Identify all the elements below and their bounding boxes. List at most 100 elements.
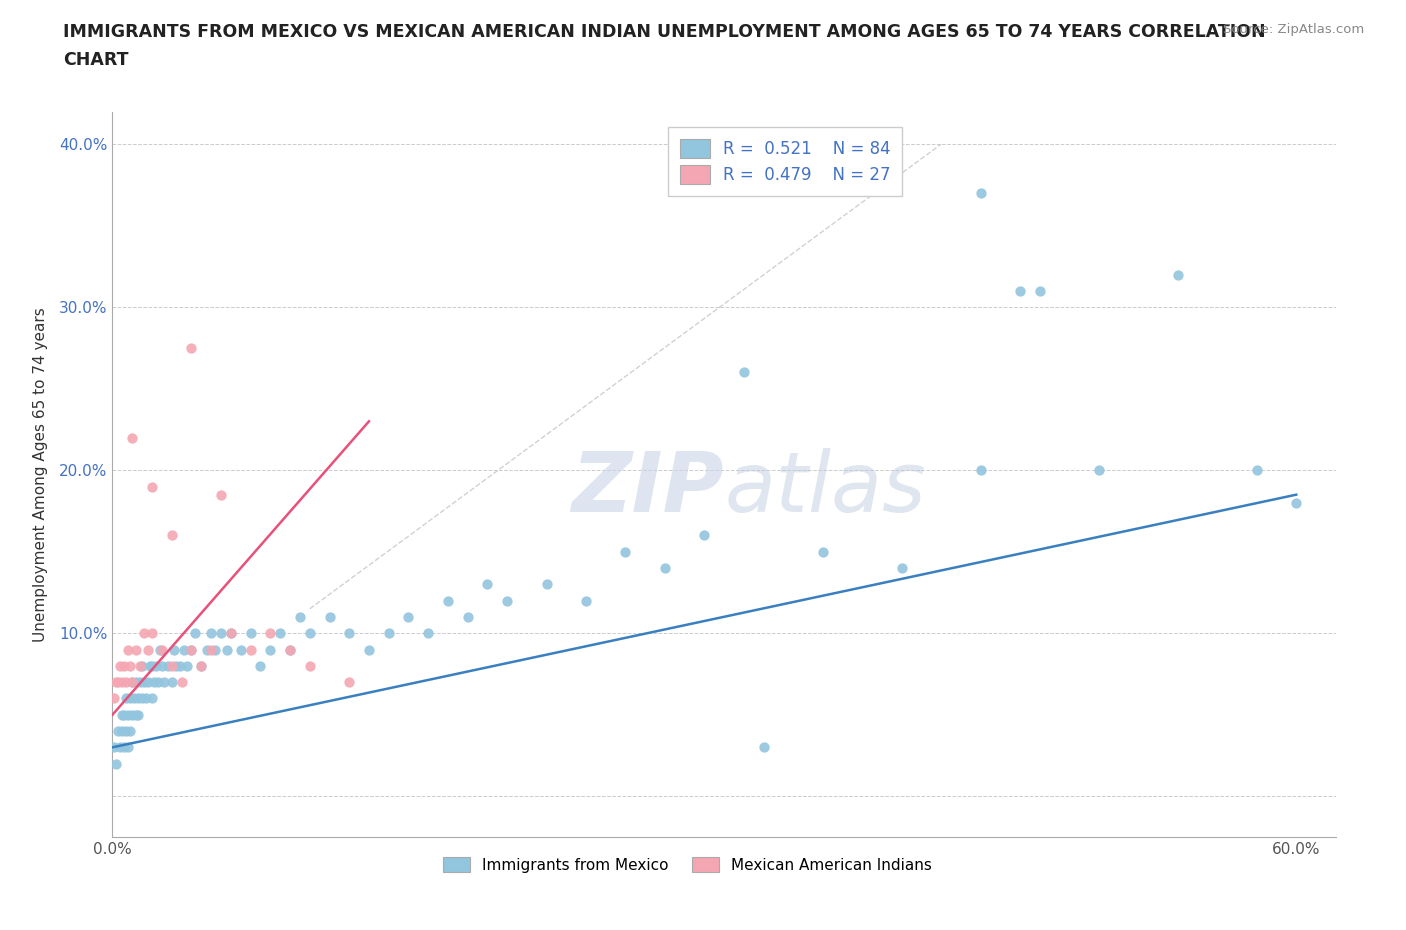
Point: [111, 674, 134, 689]
Point: [111, 708, 134, 723]
Point: [496, 593, 519, 608]
Point: [298, 658, 321, 673]
Point: [173, 642, 195, 657]
Point: [811, 544, 834, 559]
Point: [152, 674, 174, 689]
Point: [125, 642, 148, 657]
Point: [105, 756, 128, 771]
Point: [150, 658, 173, 673]
Point: [170, 674, 193, 689]
Point: [105, 674, 128, 689]
Point: [195, 642, 218, 657]
Point: [117, 642, 139, 657]
Point: [146, 674, 169, 689]
Point: [733, 365, 755, 379]
Point: [1088, 463, 1111, 478]
Point: [477, 577, 499, 591]
Point: [457, 609, 479, 624]
Point: [121, 674, 143, 689]
Point: [136, 642, 159, 657]
Point: [180, 642, 202, 657]
Point: [337, 626, 360, 641]
Point: [115, 674, 138, 689]
Point: [117, 708, 139, 723]
Point: [111, 724, 134, 738]
Point: [129, 674, 152, 689]
Point: [180, 642, 202, 657]
Point: [132, 626, 155, 641]
Point: [180, 340, 202, 355]
Point: [288, 609, 311, 624]
Point: [418, 626, 440, 641]
Point: [1167, 267, 1189, 282]
Point: [278, 642, 301, 657]
Y-axis label: Unemployment Among Ages 65 to 74 years: Unemployment Among Ages 65 to 74 years: [32, 307, 48, 642]
Point: [536, 577, 558, 591]
Point: [169, 658, 191, 673]
Point: [204, 642, 226, 657]
Point: [135, 691, 157, 706]
Point: [120, 724, 142, 738]
Point: [219, 626, 242, 641]
Point: [1246, 463, 1268, 478]
Point: [209, 487, 232, 502]
Point: [190, 658, 212, 673]
Point: [259, 626, 281, 641]
Point: [160, 658, 183, 673]
Text: Source: ZipAtlas.com: Source: ZipAtlas.com: [1223, 23, 1364, 36]
Point: [120, 691, 142, 706]
Point: [129, 658, 152, 673]
Point: [176, 658, 198, 673]
Legend: Immigrants from Mexico, Mexican American Indians: Immigrants from Mexico, Mexican American…: [434, 849, 939, 880]
Point: [190, 658, 212, 673]
Point: [229, 642, 252, 657]
Point: [318, 609, 340, 624]
Point: [200, 642, 222, 657]
Point: [122, 691, 145, 706]
Point: [259, 642, 281, 657]
Point: [103, 740, 125, 755]
Point: [239, 626, 262, 641]
Point: [103, 691, 125, 706]
Point: [145, 658, 167, 673]
Point: [200, 626, 222, 641]
Point: [131, 691, 153, 706]
Point: [1008, 284, 1031, 299]
Point: [110, 658, 132, 673]
Point: [249, 658, 271, 673]
Point: [141, 626, 163, 641]
Point: [107, 724, 129, 738]
Point: [120, 658, 142, 673]
Point: [269, 626, 291, 641]
Point: [377, 626, 399, 641]
Point: [121, 708, 143, 723]
Point: [121, 674, 143, 689]
Point: [125, 674, 148, 689]
Point: [117, 740, 139, 755]
Point: [107, 674, 129, 689]
Point: [209, 626, 232, 641]
Text: IMMIGRANTS FROM MEXICO VS MEXICAN AMERICAN INDIAN UNEMPLOYMENT AMONG AGES 65 TO : IMMIGRANTS FROM MEXICO VS MEXICAN AMERIC…: [63, 23, 1265, 41]
Point: [654, 561, 676, 576]
Point: [121, 431, 143, 445]
Point: [112, 658, 135, 673]
Point: [127, 691, 149, 706]
Point: [298, 626, 321, 641]
Text: CHART: CHART: [63, 51, 129, 69]
Point: [115, 691, 138, 706]
Point: [125, 708, 148, 723]
Point: [165, 658, 187, 673]
Point: [969, 186, 991, 201]
Point: [160, 674, 183, 689]
Point: [1285, 496, 1308, 511]
Point: [752, 740, 775, 755]
Point: [115, 724, 138, 738]
Point: [132, 674, 155, 689]
Point: [150, 642, 173, 657]
Point: [141, 658, 163, 673]
Point: [239, 642, 262, 657]
Point: [357, 642, 380, 657]
Point: [219, 626, 242, 641]
Point: [110, 740, 132, 755]
Point: [969, 463, 991, 478]
